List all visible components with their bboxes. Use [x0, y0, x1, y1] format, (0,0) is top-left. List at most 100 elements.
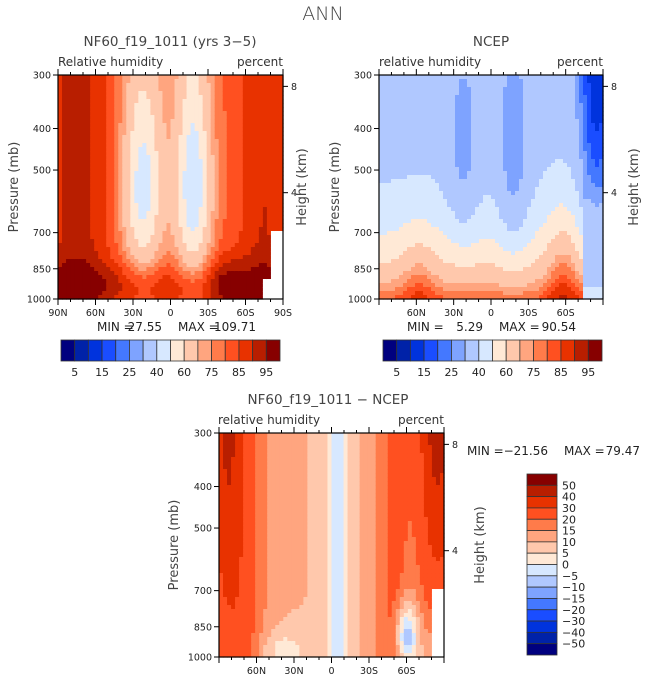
contour-cell [58, 167, 63, 172]
contour-cell [463, 207, 468, 212]
contour-cell [114, 175, 119, 180]
contour-cell [186, 231, 192, 236]
contour-cell [383, 119, 388, 124]
contour-cell [114, 143, 119, 148]
contour-cell [439, 159, 444, 164]
contour-cell [182, 91, 188, 96]
contour-cell [98, 187, 103, 192]
contour-cell [174, 263, 180, 268]
contour-cell [266, 279, 272, 284]
contour-cell [415, 83, 420, 88]
contour-cell [383, 103, 388, 108]
contour-cell [206, 259, 212, 264]
contour-cell [495, 275, 500, 280]
contour-cell [198, 203, 204, 208]
contour-cell [399, 239, 404, 244]
contour-cell [154, 115, 160, 120]
contour-cell [411, 243, 416, 248]
contour-cell [58, 143, 63, 148]
contour-cell [130, 251, 135, 256]
contour-cell [202, 227, 208, 232]
contour-cell [234, 255, 240, 260]
contour-cell [387, 171, 392, 176]
contour-cell [82, 291, 87, 296]
contour-cell [118, 91, 123, 96]
contour-cell [459, 291, 464, 296]
contour-cell [258, 271, 264, 276]
contour-cell [230, 227, 236, 232]
contour-cell [479, 147, 484, 152]
contour-cell [162, 227, 168, 232]
contour-cell [162, 123, 168, 128]
contour-cell [222, 119, 228, 124]
contour-cell [491, 195, 496, 200]
contour-cell [238, 271, 244, 276]
contour-cell [270, 171, 276, 176]
contour-cell [122, 99, 127, 104]
contour-cell [499, 255, 504, 260]
contour-cell [138, 139, 143, 144]
contour-cell [471, 131, 476, 136]
contour-cell [447, 83, 452, 88]
contour-cell [142, 143, 147, 148]
contour-cell [182, 103, 188, 108]
contour-cell [230, 251, 236, 256]
contour-cell [66, 167, 71, 172]
contour-cell [58, 203, 63, 208]
contour-cell [150, 175, 156, 180]
contour-cell [158, 155, 164, 160]
contour-cell [391, 159, 396, 164]
contour-cell [443, 271, 448, 276]
contour-cell [411, 103, 416, 108]
contour-cell [146, 175, 152, 180]
contour-cell [459, 127, 464, 132]
contour-cell [118, 87, 123, 92]
max-value: 109.71 [214, 320, 256, 334]
contour-cell [411, 115, 416, 120]
contour-cell [226, 275, 232, 280]
contour-cell [467, 243, 472, 248]
contour-cell [411, 251, 416, 256]
contour-cell [210, 215, 216, 220]
contour-cell [435, 215, 440, 220]
contour-cell [451, 83, 456, 88]
contour-cell [443, 179, 448, 184]
contour-cell [198, 147, 204, 152]
contour-cell [70, 131, 75, 136]
contour-cell [387, 127, 392, 132]
contour-cell [70, 91, 75, 96]
contour-cell [102, 83, 107, 88]
contour-cell [206, 239, 212, 244]
contour-cell [431, 139, 436, 144]
contour-cell [78, 191, 83, 196]
contour-cell [455, 239, 460, 244]
contour-cell [106, 91, 111, 96]
contour-cell [94, 147, 99, 152]
contour-cell [154, 155, 160, 160]
contour-cell [206, 123, 212, 128]
contour-cell [383, 191, 388, 196]
contour-cell [443, 163, 448, 168]
contour-cell [78, 291, 83, 296]
contour-cell [270, 175, 276, 180]
contour-cell [379, 167, 384, 172]
contour-cell [222, 127, 228, 132]
contour-cell [142, 199, 147, 204]
contour-cell [82, 243, 87, 248]
contour-cell [467, 135, 472, 140]
contour-cell [242, 167, 248, 172]
contour-cell [475, 95, 480, 100]
contour-cell [74, 275, 79, 280]
contour-cell [278, 167, 284, 172]
contour-cell [439, 195, 444, 200]
contour-cell [210, 255, 216, 260]
contour-cell [134, 215, 139, 220]
contour-cell [154, 263, 160, 268]
contour-cell [170, 287, 176, 292]
contour-cell [467, 279, 472, 284]
contour-cell [182, 79, 188, 84]
contour-cell [379, 163, 384, 168]
contour-cell [134, 239, 139, 244]
contour-cell [146, 267, 152, 272]
contour-cell [222, 243, 228, 248]
